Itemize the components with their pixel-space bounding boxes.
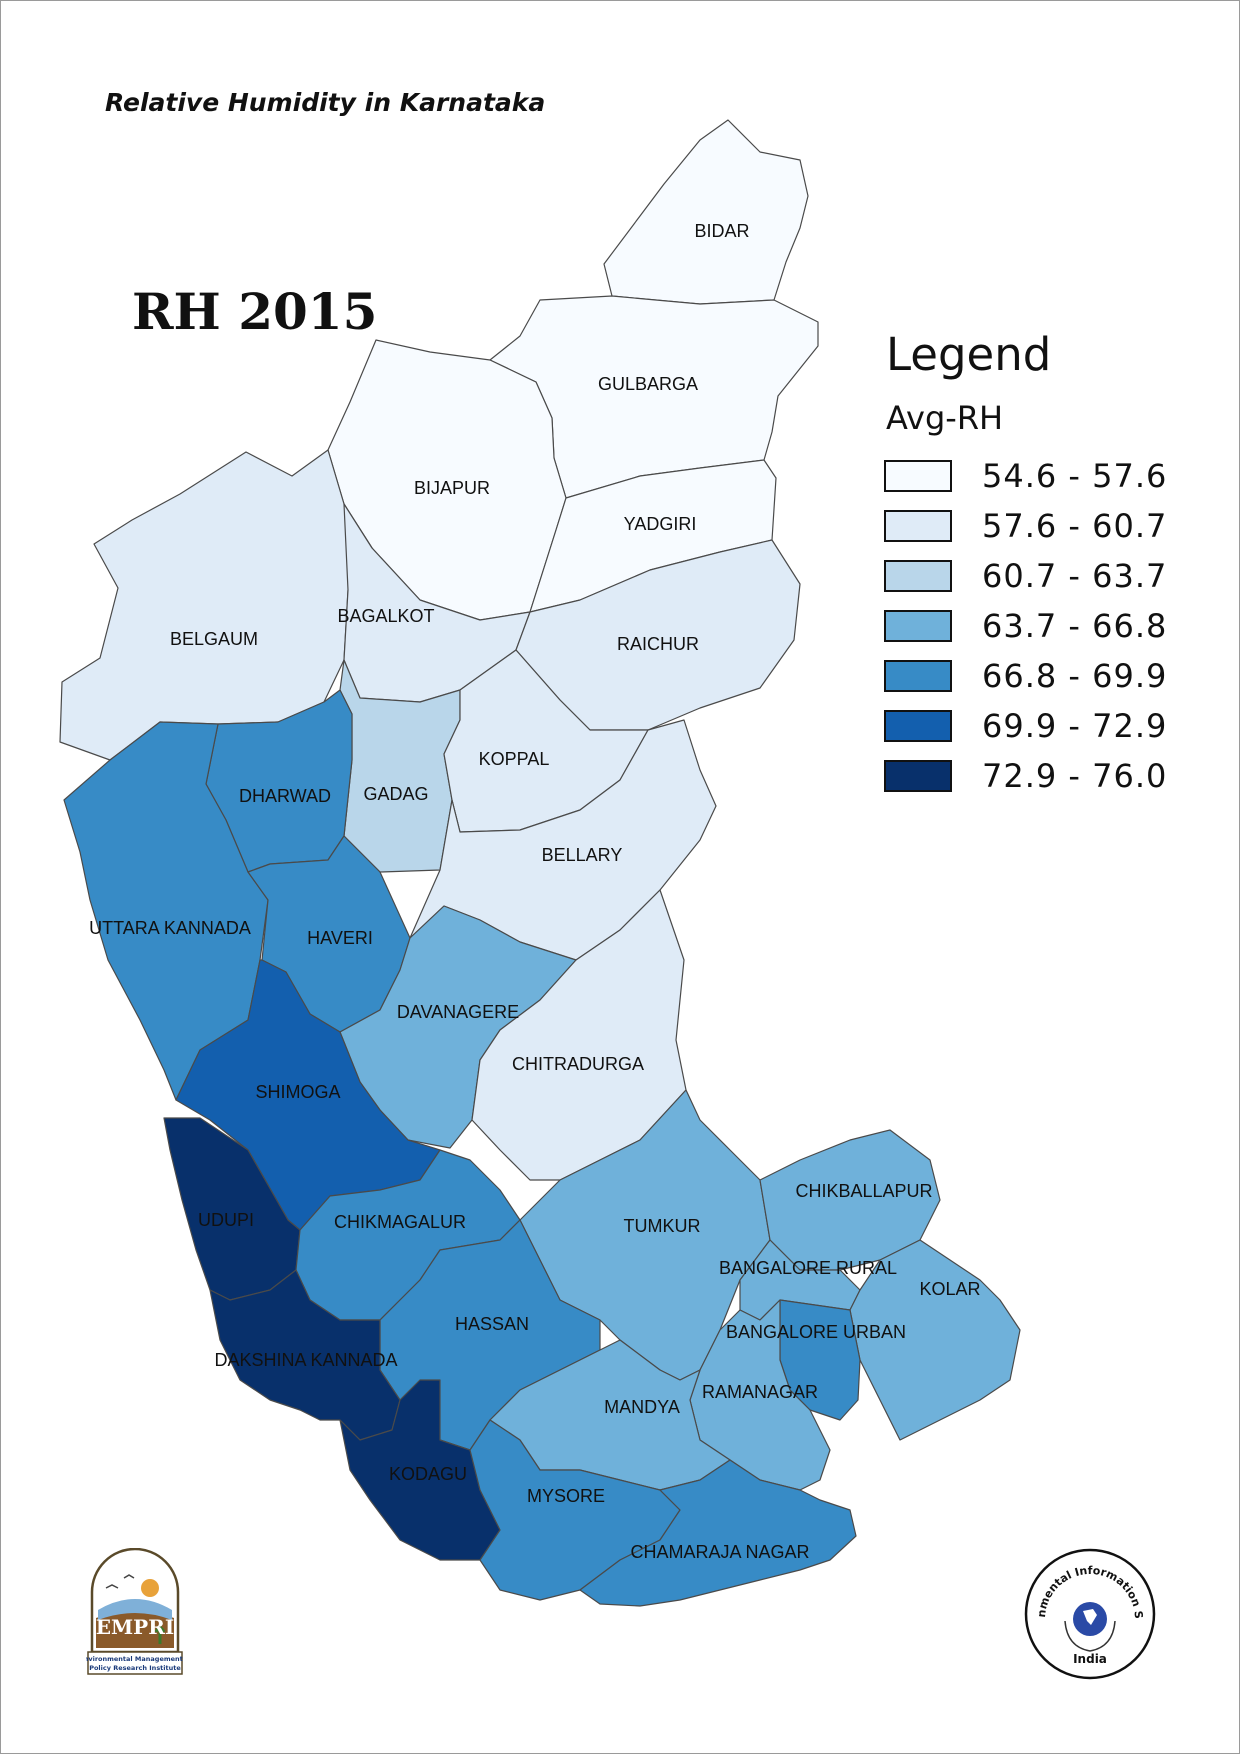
legend-swatch bbox=[884, 660, 952, 692]
legend-swatch bbox=[884, 760, 952, 792]
district-label-hassan: HASSAN bbox=[455, 1314, 529, 1334]
district-label-dakshina-kannada: DAKSHINA KANNADA bbox=[214, 1350, 397, 1370]
district-label-kolar: KOLAR bbox=[919, 1279, 980, 1299]
eis-logo: Environmental Information System India bbox=[1023, 1547, 1156, 1680]
empri-logo-text: EMPRI bbox=[96, 1615, 174, 1639]
empri-caption-2: Policy Research Institute bbox=[89, 1664, 181, 1672]
eis-country: India bbox=[1073, 1652, 1107, 1666]
legend-swatch bbox=[884, 460, 952, 492]
legend-label: 66.8 - 69.9 bbox=[982, 657, 1168, 695]
district-label-udupi: UDUPI bbox=[198, 1210, 254, 1230]
legend-label: 60.7 - 63.7 bbox=[982, 557, 1168, 595]
district-label-chikballapur: CHIKBALLAPUR bbox=[795, 1181, 932, 1201]
district-label-bangalore-urban: BANGALORE URBAN bbox=[726, 1322, 906, 1342]
district-label-uttara-kannada: UTTARA KANNADA bbox=[89, 918, 251, 938]
district-label-chitradurga: CHITRADURGA bbox=[512, 1054, 644, 1074]
district-label-bellary: BELLARY bbox=[542, 845, 623, 865]
district-label-bagalkot: BAGALKOT bbox=[337, 606, 434, 626]
district-label-mysore: MYSORE bbox=[527, 1486, 605, 1506]
district-label-koppal: KOPPAL bbox=[479, 749, 550, 769]
district-label-gulbarga: GULBARGA bbox=[598, 374, 698, 394]
legend-row: 72.9 - 76.0 bbox=[884, 751, 1214, 801]
map-title: RH 2015 bbox=[132, 282, 378, 341]
district-label-ramanagar: RAMANAGAR bbox=[702, 1382, 818, 1402]
legend-label: 63.7 - 66.8 bbox=[982, 607, 1168, 645]
legend-heading: Legend bbox=[886, 328, 1052, 381]
legend-row: 63.7 - 66.8 bbox=[884, 601, 1214, 651]
district-label-bangalore-rural: BANGALORE RURAL bbox=[719, 1258, 897, 1278]
legend: Legend Avg-RH 54.6 - 57.6 57.6 - 60.7 60.7… bbox=[884, 328, 1214, 801]
district-label-belgaum: BELGAUM bbox=[170, 629, 258, 649]
district-label-bijapur: BIJAPUR bbox=[414, 478, 490, 498]
empri-caption-1: Environmental Management & bbox=[86, 1655, 184, 1663]
district-label-shimoga: SHIMOGA bbox=[255, 1082, 340, 1102]
legend-row: 60.7 - 63.7 bbox=[884, 551, 1214, 601]
district-chamaraja-nagar bbox=[579, 1459, 857, 1607]
district-label-kodagu: KODAGU bbox=[389, 1464, 467, 1484]
district-label-bidar: BIDAR bbox=[694, 221, 749, 241]
legend-swatch bbox=[884, 510, 952, 542]
legend-row: 57.6 - 60.7 bbox=[884, 501, 1214, 551]
district-label-davanagere: DAVANAGERE bbox=[397, 1002, 519, 1022]
legend-field: Avg-RH bbox=[886, 399, 1004, 437]
district-label-haveri: HAVERI bbox=[307, 928, 373, 948]
page-title: Relative Humidity in Karnataka bbox=[105, 88, 546, 117]
legend-label: 54.6 - 57.6 bbox=[982, 457, 1168, 495]
legend-swatch bbox=[884, 710, 952, 742]
legend-label: 57.6 - 60.7 bbox=[982, 507, 1168, 545]
district-label-raichur: RAICHUR bbox=[617, 634, 699, 654]
legend-label: 72.9 - 76.0 bbox=[982, 757, 1168, 795]
legend-swatch bbox=[884, 610, 952, 642]
legend-label: 69.9 - 72.9 bbox=[982, 707, 1168, 745]
district-label-chamaraja-nagar: CHAMARAJA NAGAR bbox=[630, 1542, 809, 1562]
district-label-dharwad: DHARWAD bbox=[239, 786, 331, 806]
district-label-chikmagalur: CHIKMAGALUR bbox=[334, 1212, 466, 1232]
legend-row: 54.6 - 57.6 bbox=[884, 451, 1214, 501]
legend-swatch bbox=[884, 560, 952, 592]
legend-row: 69.9 - 72.9 bbox=[884, 701, 1214, 751]
district-label-gadag: GADAG bbox=[363, 784, 428, 804]
district-label-yadgiri: YADGIRI bbox=[624, 514, 697, 534]
empri-logo: EMPRI Environmental Management & Policy … bbox=[86, 1548, 184, 1675]
district-bidar bbox=[603, 119, 809, 305]
district-label-mandya: MANDYA bbox=[604, 1397, 680, 1417]
district-label-tumkur: TUMKUR bbox=[624, 1216, 701, 1236]
legend-row: 66.8 - 69.9 bbox=[884, 651, 1214, 701]
